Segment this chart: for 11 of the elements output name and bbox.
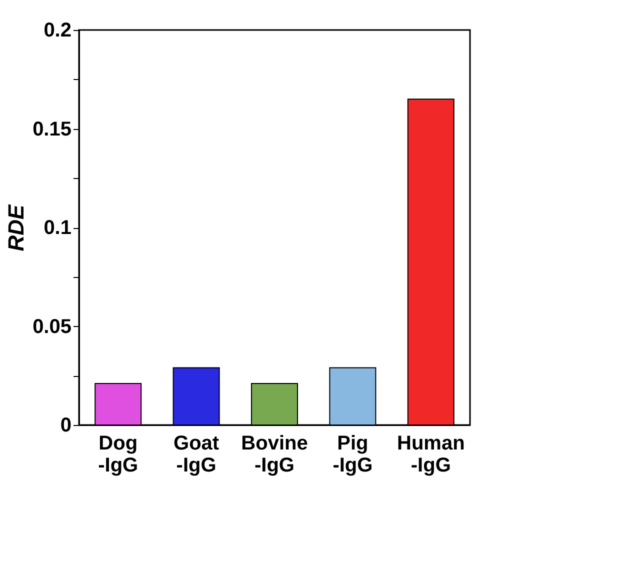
x-tick-label: Human -IgG [397,432,465,476]
y-tick-label: 0 [60,414,72,436]
x-tick-label: Bovine -IgG [241,432,308,476]
y-tick-label: 0.1 [44,217,72,239]
x-tick-label: Pig -IgG [332,432,373,476]
x-tick-label: Goat -IgG [174,432,220,476]
y-axis-title: RDE [4,203,29,252]
x-tick-label: Dog -IgG [98,432,138,476]
y-tick-label: 0.05 [32,316,72,338]
y-tick-label: 0.15 [32,118,72,140]
y-tick-label: 0.2 [44,20,72,42]
